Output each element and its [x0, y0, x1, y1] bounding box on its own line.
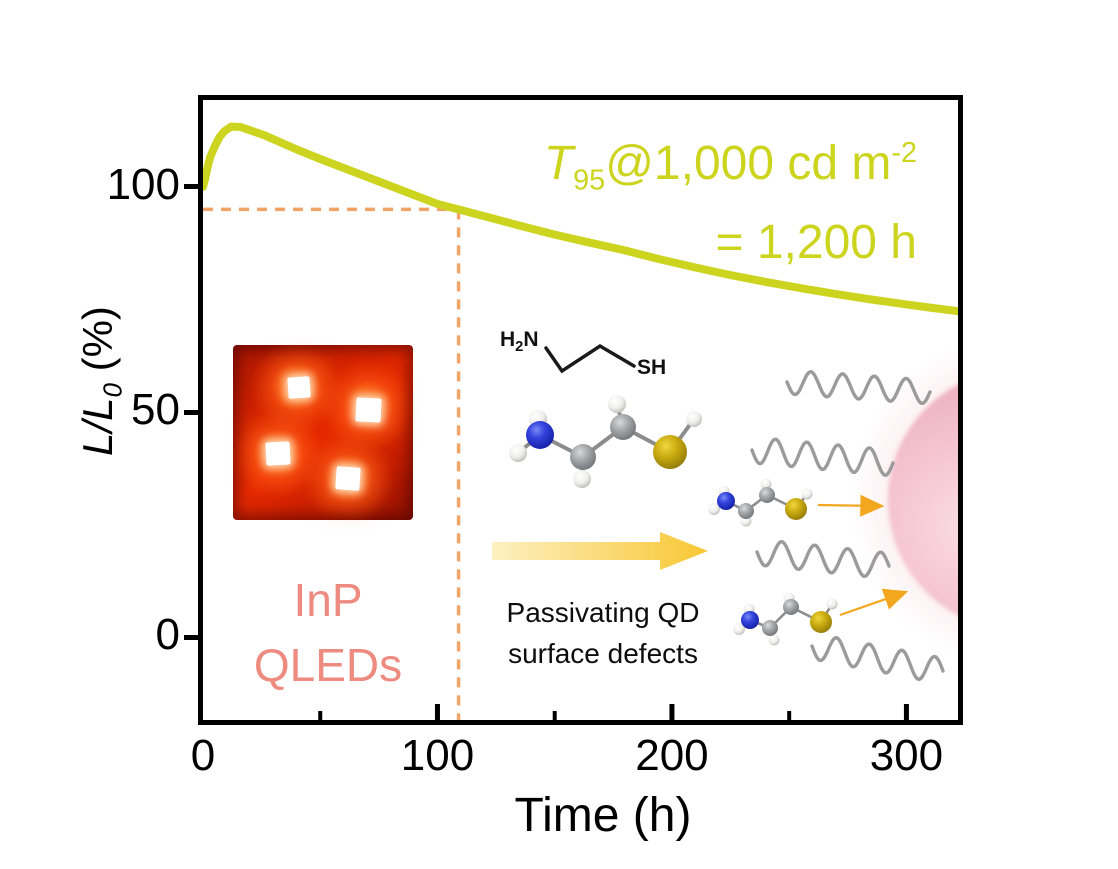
t95-annotation-line2: = 1,200 h [715, 215, 917, 269]
cysteamine-molecule-small-2 [733, 592, 838, 646]
x-tick-label-300: 300 [869, 731, 944, 780]
t95-annotation: T95@1,000 cd m-2 = 1,200 h [544, 122, 917, 274]
h2n-label: H2N [500, 328, 539, 356]
inp-qleds-line1: InP [293, 574, 363, 626]
y-axis-label-unit: (%) [74, 306, 121, 384]
quantum-dot-sphere [888, 384, 958, 616]
cysteamine-molecule-small-1 [708, 478, 813, 527]
y-tick-label-100: 100 [106, 159, 180, 209]
atom-H [733, 623, 745, 635]
atom-H [708, 503, 720, 515]
sh-label: SH [637, 356, 667, 379]
x-axis-tick-marks [318, 704, 909, 720]
x-tick-label-200: 200 [635, 731, 709, 780]
process-arrow-icon [492, 532, 708, 570]
qled-pixel-2 [355, 397, 382, 423]
attach-arrow-2 [839, 588, 909, 617]
x-tick-label-0: 0 [190, 731, 216, 780]
y-major-tick [184, 634, 203, 640]
atom-H [509, 444, 527, 462]
atom-C [762, 620, 778, 636]
atom-S [810, 611, 832, 633]
t95-guides [203, 207, 461, 720]
plot-frame: InP QLEDs T95@1,000 cd m-2 = 1,200 h H2N… [198, 95, 963, 725]
ligand-wave-4 [810, 635, 945, 682]
atom-C [610, 414, 636, 440]
y-tick-label-0: 0 [155, 610, 180, 660]
x-axis-label: Time (h) [514, 789, 692, 842]
cysteamine-skeletal-bonds [544, 343, 636, 374]
atom-N [717, 492, 735, 510]
atom-H [686, 411, 702, 427]
luminance-curve-path [203, 122, 958, 316]
process-label-line1: Passivating QD [506, 597, 700, 628]
atom-H [801, 488, 813, 500]
atom-C [759, 487, 775, 503]
y-major-tick [184, 184, 203, 190]
ligand-wave-3 [755, 539, 891, 579]
ligand-wave-2 [750, 437, 895, 477]
atom-H [768, 634, 780, 646]
cysteamine-molecule-large [509, 395, 702, 488]
atom-N [526, 421, 554, 449]
atom-N [741, 611, 759, 629]
qled-pixel-1 [287, 376, 311, 399]
ligand-wave-1 [785, 370, 932, 406]
atom-C [570, 444, 596, 470]
inp-qleds-line2: QLEDs [253, 639, 403, 691]
x-tick-label-100: 100 [400, 731, 475, 780]
qled-photo [233, 345, 413, 520]
atom-H [760, 478, 772, 490]
chart-svg [203, 122, 958, 720]
atom-H [826, 598, 838, 610]
qled-pixel-4 [335, 466, 361, 491]
process-label: Passivating QD surface defects [453, 592, 753, 674]
atom-H [573, 470, 591, 488]
y-major-tick [184, 409, 203, 415]
process-label-line2: surface defects [508, 638, 698, 669]
atom-S [653, 435, 687, 469]
atom-C [783, 599, 799, 615]
atom-C [738, 503, 754, 519]
qled-pixel-3 [265, 441, 291, 466]
quantum-dot [850, 343, 958, 657]
t95-annotation-line1: T95@1,000 cd m-2 [543, 137, 917, 197]
y-tick-label-50: 50 [131, 385, 180, 435]
y-axis-label: L/L0 (%) [74, 249, 127, 513]
atom-S [785, 498, 807, 520]
attach-arrow-1 [817, 494, 885, 517]
inp-qleds-label: InP QLEDs [223, 568, 433, 698]
atom-H [608, 395, 626, 413]
luminance-curve [203, 122, 958, 316]
